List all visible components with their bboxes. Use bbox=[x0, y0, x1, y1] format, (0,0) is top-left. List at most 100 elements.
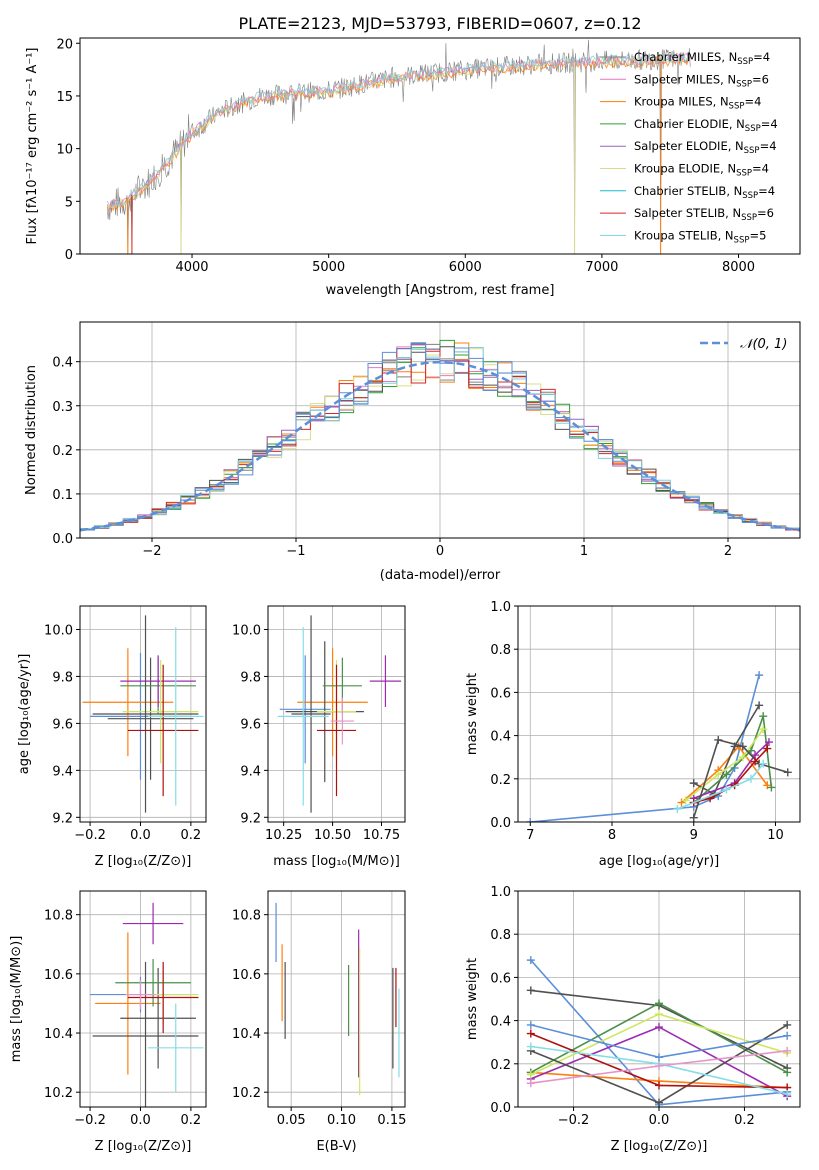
y-tick-label: 0.6 bbox=[490, 971, 511, 986]
x-tick-label: 1 bbox=[580, 544, 588, 559]
y-tick-label: 9.2 bbox=[52, 811, 73, 826]
x-tick-label: 8000 bbox=[722, 260, 755, 275]
legend-label-main: Chabrier ELODIE, N bbox=[634, 117, 745, 131]
x-tick-label: 7000 bbox=[585, 260, 618, 275]
series-marker bbox=[655, 999, 663, 1008]
y-tick-label: 0.2 bbox=[490, 1058, 511, 1073]
series-marker bbox=[738, 753, 747, 762]
y-tick-label: 0.0 bbox=[490, 1101, 511, 1116]
legend-label-main: Chabrier STELIB, N bbox=[634, 184, 742, 198]
y-tick-label: 15 bbox=[56, 90, 73, 105]
series-marker bbox=[755, 701, 764, 710]
legend-label-tail: =4 bbox=[752, 162, 769, 176]
y-tick-label: 0.4 bbox=[52, 356, 73, 371]
series-line bbox=[685, 728, 764, 802]
y-tick-label: 5 bbox=[65, 195, 73, 210]
y-tick-label: 0.8 bbox=[490, 928, 511, 943]
y-axis-label: age [log₁₀(age/yr)] bbox=[17, 654, 32, 775]
series-marker bbox=[783, 1090, 792, 1099]
y-tick-label: 0.4 bbox=[490, 730, 511, 745]
legend-label: Kroupa ELODIE, NSSP=4 bbox=[634, 162, 769, 179]
axes-frame bbox=[79, 37, 801, 255]
y-axis-label: mass [log₁₀(M/M⊙)] bbox=[9, 936, 24, 1063]
y-tick-label: 10.8 bbox=[232, 909, 261, 924]
x-tick-label: 9 bbox=[690, 828, 698, 843]
y-tick-label: 9.2 bbox=[240, 811, 261, 826]
series-marker bbox=[655, 1010, 663, 1019]
series-marker bbox=[755, 671, 764, 680]
legend-label-tail: =4 bbox=[761, 117, 778, 131]
y-tick-label: 10.8 bbox=[44, 909, 73, 924]
y-tick-label: 10.2 bbox=[44, 1086, 73, 1101]
age-vs-Z-frame: −0.2 0.0 0.2 9.2 9.4 9.6 9.8 10.0 Z [log₁₀(Z/Z⊙)… bbox=[17, 605, 207, 869]
mass-weight-vs-age-frame: 7 8 9 10 0.0 0.2 0.4 0.6 0.8 1.0 age [log₁₀(age/yr… bbox=[465, 600, 801, 869]
age-vs-Z-plot-area bbox=[82, 615, 204, 813]
legend-label: Kroupa STELIB, NSSP=5 bbox=[634, 228, 766, 245]
legend-label-main: Salpeter MILES, N bbox=[634, 72, 736, 86]
series-marker bbox=[722, 785, 731, 794]
spectrum-frame: 4000 5000 6000 7000 8000 0 5 10 15 20 wavelength [… bbox=[25, 37, 801, 298]
x-tick-label: 10 bbox=[767, 828, 784, 843]
series-marker bbox=[681, 796, 690, 805]
x-tick-label: 0.0 bbox=[130, 828, 151, 843]
y-tick-label: 0.0 bbox=[490, 816, 511, 831]
series-marker bbox=[783, 1068, 792, 1077]
legend-label-main: Kroupa ELODIE, N bbox=[634, 162, 736, 176]
y-tick-label: 9.6 bbox=[240, 717, 261, 732]
x-tick-label: −0.2 bbox=[74, 1113, 106, 1128]
y-tick-label: 9.6 bbox=[52, 717, 73, 732]
series-marker bbox=[714, 735, 723, 744]
axes-frame bbox=[79, 890, 207, 1108]
age-vs-mass-plot-area bbox=[277, 615, 402, 813]
y-axis-label: Normed distribution bbox=[24, 365, 39, 495]
legend-label-main: Chabrier MILES, N bbox=[634, 50, 737, 64]
y-tick-label: 0.8 bbox=[490, 643, 511, 658]
y-tick-label: 10.2 bbox=[232, 1086, 261, 1101]
series-line bbox=[530, 674, 760, 822]
series-marker bbox=[746, 774, 755, 783]
legend-label-sub: SSP bbox=[729, 102, 745, 112]
mass-vs-Z-frame: −0.2 0.0 0.2 10.2 10.4 10.6 10.8 Z [log₁₀(Z/Z⊙)… bbox=[9, 890, 207, 1154]
legend-label: Chabrier MILES, NSSP=4 bbox=[634, 50, 770, 67]
spectrum-plot-area bbox=[106, 39, 692, 254]
legend-label: Chabrier STELIB, NSSP=4 bbox=[634, 184, 775, 201]
series-marker bbox=[655, 1053, 663, 1062]
series-marker bbox=[763, 781, 772, 790]
x-tick-label: 0 bbox=[436, 544, 444, 559]
axes-frame bbox=[517, 605, 801, 823]
legend-label: Chabrier ELODIE, NSSP=4 bbox=[634, 117, 778, 134]
series-marker bbox=[730, 764, 739, 772]
legend-label-sub: SSP bbox=[742, 191, 758, 201]
residuals-plot-area bbox=[80, 339, 800, 538]
series-marker bbox=[763, 744, 772, 753]
series-marker bbox=[526, 818, 535, 822]
series-marker bbox=[714, 770, 723, 779]
x-tick-label: 10.50 bbox=[314, 828, 351, 843]
y-tick-label: 10 bbox=[56, 143, 73, 158]
legend-label-main: Kroupa STELIB, N bbox=[634, 228, 734, 242]
legend-label-sub: SSP bbox=[745, 124, 761, 134]
normal-curve bbox=[80, 360, 800, 532]
histogram-step bbox=[80, 342, 800, 538]
x-tick-label: 0.2 bbox=[734, 1113, 755, 1128]
x-tick-label: 5000 bbox=[312, 260, 345, 275]
series-marker bbox=[526, 1020, 535, 1029]
x-tick-label: 10.25 bbox=[265, 828, 302, 843]
legend-label-tail: =4 bbox=[753, 50, 770, 64]
series-marker bbox=[767, 783, 776, 792]
x-axis-label: Z [log₁₀(Z/Z⊙)] bbox=[611, 1139, 708, 1154]
series-marker bbox=[751, 757, 760, 766]
x-axis-label: mass [log₁₀(M/M⊙)] bbox=[273, 854, 400, 869]
series-marker bbox=[655, 1061, 663, 1070]
mass-vs-Z-plot-area bbox=[90, 902, 204, 1107]
spectrum-model-line bbox=[106, 53, 692, 207]
series-line bbox=[677, 763, 764, 810]
series-marker bbox=[673, 805, 682, 814]
mass-weight-vs-age-axes bbox=[518, 605, 800, 823]
age-vs-Z-axes bbox=[80, 606, 206, 822]
series-marker bbox=[526, 1029, 535, 1038]
series-marker bbox=[655, 1023, 663, 1032]
series-marker bbox=[526, 1079, 535, 1088]
y-tick-label: 0.0 bbox=[52, 532, 73, 547]
